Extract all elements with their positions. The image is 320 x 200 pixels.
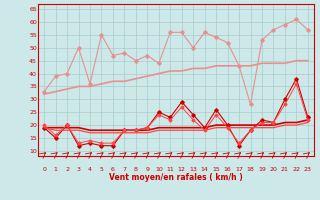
X-axis label: Vent moyen/en rafales ( km/h ): Vent moyen/en rafales ( km/h ) — [109, 174, 243, 182]
